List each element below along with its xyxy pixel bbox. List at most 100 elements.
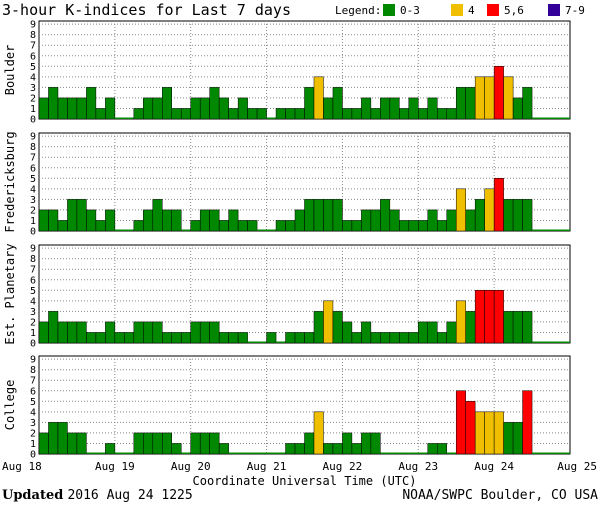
k-index-bar: [446, 209, 457, 232]
y-tick-label: 9: [30, 244, 36, 255]
k-index-bar: [190, 220, 201, 232]
k-index-bar: [437, 108, 447, 120]
k-index-bar: [257, 341, 267, 343]
k-index-bar: [512, 97, 523, 120]
k-index-bar: [133, 432, 144, 455]
y-tick-label: 2: [30, 317, 36, 328]
k-index-bar: [105, 443, 116, 455]
legend-label: Legend:: [335, 4, 381, 17]
k-index-bar: [162, 209, 172, 232]
k-index-bar: [114, 117, 125, 119]
k-index-bar: [427, 209, 438, 232]
k-index-bar: [247, 108, 258, 120]
y-tick-label: 3: [30, 195, 36, 206]
k-index-bar: [266, 332, 277, 344]
k-index-bar: [294, 443, 305, 455]
k-index-bar: [332, 311, 343, 344]
k-index-bar: [171, 332, 182, 344]
k-index-bar: [380, 332, 391, 344]
k-index-bar: [522, 390, 533, 455]
k-index-bar: [257, 229, 267, 231]
k-index-bar: [313, 76, 324, 120]
k-index-bar: [38, 321, 49, 344]
k-index-bar: [133, 220, 144, 232]
k-index-bar: [370, 209, 381, 232]
source-credit: NOAA/SWPC Boulder, CO USA: [402, 488, 598, 503]
y-tick-label: 3: [30, 307, 36, 318]
k-index-bar: [560, 452, 570, 454]
y-tick-label: 1: [30, 216, 36, 227]
k-index-bar: [351, 443, 362, 455]
y-tick-label: 7: [30, 153, 36, 164]
legend-swatch-2: [487, 4, 499, 16]
k-index-bar: [551, 452, 561, 454]
k-index-bar: [257, 452, 267, 454]
k-index-bar: [48, 422, 59, 455]
x-axis-label: Coordinate Universal Time (UTC): [193, 474, 417, 488]
y-tick-label: 2: [30, 205, 36, 216]
k-index-bar: [124, 452, 134, 454]
y-tick-label: 0: [30, 227, 36, 238]
k-index-bar: [541, 117, 552, 119]
legend-item-label: 0-3: [400, 4, 420, 17]
k-index-bar: [408, 332, 419, 344]
k-index-bar: [143, 432, 154, 455]
x-tick-label: Aug 20: [171, 460, 211, 473]
k-index-bar: [57, 220, 68, 232]
k-index-bar: [76, 432, 87, 455]
k-index-bar: [180, 108, 191, 120]
y-tick-label: 5: [30, 397, 36, 408]
k-index-bar: [285, 332, 296, 344]
k-index-bar: [228, 332, 239, 344]
legend-swatch-3: [548, 4, 560, 16]
y-tick-label: 6: [30, 163, 36, 174]
k-index-bar: [304, 332, 315, 344]
k-index-bar: [304, 432, 315, 455]
k-index-bar: [361, 209, 372, 232]
k-index-bar: [67, 199, 78, 232]
k-index-bar: [276, 341, 286, 343]
k-index-bar: [418, 321, 429, 344]
k-index-bar: [304, 199, 315, 232]
k-index-bar: [114, 229, 125, 231]
k-index-bar: [38, 432, 49, 455]
k-index-bar: [228, 108, 239, 120]
k-index-bar: [418, 220, 429, 232]
k-index-bar: [446, 321, 457, 344]
k-index-bar: [503, 76, 514, 120]
k-index-bar: [532, 117, 542, 119]
k-index-bar: [389, 209, 400, 232]
k-index-bar: [304, 87, 315, 120]
legend-item-label: 7-9: [565, 4, 585, 17]
k-index-bar: [105, 321, 116, 344]
k-index-bar: [162, 87, 172, 120]
k-index-bar: [95, 452, 106, 454]
k-index-bar: [57, 422, 68, 455]
k-index-bar: [408, 452, 419, 454]
k-index-bar: [342, 220, 353, 232]
legend-item-label: 4: [468, 4, 475, 17]
station-label: Fredericksburg: [3, 131, 17, 232]
k-index-bar: [76, 199, 87, 232]
k-index-bar: [86, 332, 97, 344]
k-index-bar: [209, 432, 220, 455]
k-index-bar: [247, 452, 258, 454]
k-index-bar: [332, 443, 343, 455]
k-index-bar: [76, 321, 87, 344]
k-index-bar: [266, 117, 277, 119]
k-index-bar: [465, 209, 476, 232]
k-index-bar: [512, 199, 523, 232]
y-tick-label: 2: [30, 428, 36, 439]
k-index-bar: [86, 452, 96, 454]
k-index-bar: [493, 178, 504, 232]
k-index-bar: [114, 332, 125, 344]
y-tick-label: 8: [30, 30, 36, 41]
k-index-bar: [294, 108, 305, 120]
k-index-bar: [522, 199, 533, 232]
k-index-bar: [124, 117, 134, 119]
legend: Legend: 0-3 4 5,6 7-9: [335, 4, 585, 17]
k-index-bar: [484, 76, 495, 120]
k-index-bar: [105, 209, 116, 232]
